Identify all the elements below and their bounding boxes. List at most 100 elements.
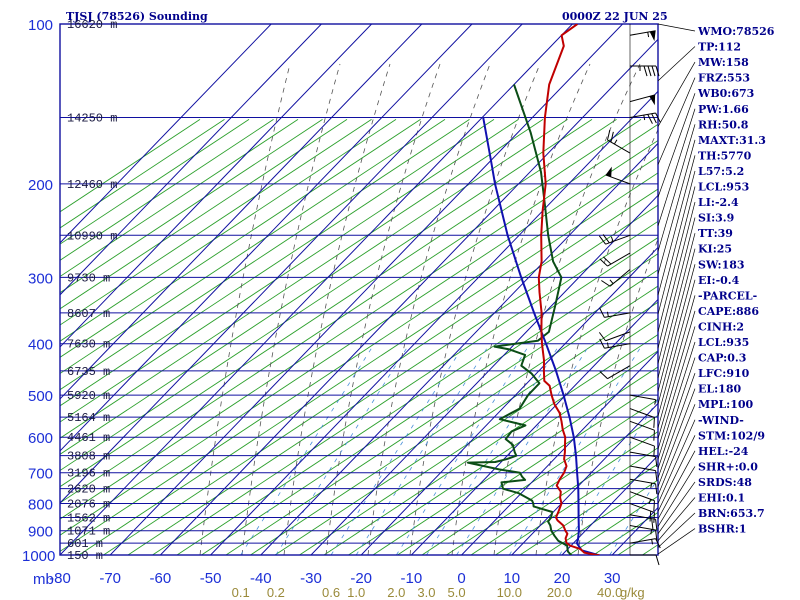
wind-barb-flag [601,280,611,287]
wind-barb-flag [655,65,660,77]
moist-adiabat-line [325,63,441,555]
wind-barbs [598,24,661,566]
sounding-index: CAP:0.3 [698,352,746,365]
sounding-index: HEL:-24 [698,445,749,458]
height-label: 5164 m [67,411,110,425]
dewpoint-line [466,84,573,555]
wind-barb [629,420,655,431]
wind-barb [605,234,631,245]
mixing-ratio-line [330,343,466,555]
wind-barb-half [613,139,618,145]
index-leader-line [657,93,696,198]
dry-adiabat-line [446,414,658,555]
wind-barb-flag [651,113,657,124]
dry-adiabat-line [60,119,397,342]
axis-labels: TJSJ (78526) Sounding 0000Z 22 JUN 25 mb… [22,10,668,600]
wind-barb-flag [655,554,660,566]
dry-adiabat-line [372,366,658,555]
height-label: 1071 m [67,525,110,539]
sounding-index: RH:50.8 [698,118,749,131]
sounding-index: TH:5770 [698,149,752,162]
index-leader-line [657,341,696,460]
wind-barb-flag [655,112,661,123]
wind-barb-flag [651,518,654,530]
dry-adiabat-line [765,119,800,555]
mixing-ratio-label: 0.2 [267,585,285,600]
mixing-ratio-line [559,398,658,555]
mixing-ratio-label: g/kg [620,585,645,600]
dry-adiabat-line [127,204,658,555]
dry-adiabat-line [60,119,225,229]
height-label: 8607 m [67,307,110,321]
plot-border [59,23,659,556]
mixing-ratio-label: 20.0 [547,585,572,600]
temperature-tick-label: 30 [604,570,621,587]
wind-barb-flag [653,500,655,512]
mixing-ratio-label: 0.6 [322,585,340,600]
parcel-line [482,117,600,555]
wind-barb-flag [651,65,656,77]
sounding-indices-panel: WMO:78526 TP:112 MW:158 FRZ:553 WB0:673 PW:1.… [657,23,775,555]
index-leader-line [657,155,696,296]
pressure-tick-label: 800 [28,497,53,514]
index-leader-line [657,450,696,520]
sounding-index: LFC:910 [698,367,750,380]
mixing-ratio-line [426,343,561,555]
dry-adiabat-line [201,253,658,555]
index-leader-line [657,201,696,349]
wind-barb [607,252,631,267]
sounding-index: TT:39 [698,227,733,240]
wind-barb-flag [655,456,658,468]
sounding-index: -PARCEL- [698,289,757,302]
isotherm-line [60,24,322,296]
index-leader-line [657,372,696,479]
sounding-index: LCL:935 [698,336,749,349]
sounding-index: SW:183 [698,258,745,271]
temperature-tick-label: -60 [150,570,172,587]
sounding-index: LI:-2.4 [698,196,739,209]
wind-barb-flag [653,430,655,441]
isotherm-line [60,24,423,400]
wind-barb [629,503,655,513]
wind-barb-flag [655,529,658,541]
dry-adiabat-line [78,172,658,555]
index-leader-line [657,497,696,541]
wind-barb [629,112,656,118]
dry-adiabat-line [60,123,658,520]
dry-adiabat-line [790,119,800,555]
wind-barb-flag [655,519,658,530]
wind-barb-flag [653,417,655,428]
wind-barb-half [650,482,653,489]
wind-barb-flag [649,511,652,522]
wind-barb [605,331,631,342]
height-label: 10990 m [67,229,117,243]
wind-barb-flag [653,512,655,523]
dry-adiabat-line [60,119,495,407]
mixing-ratio-line [396,343,531,555]
sounding-index: WB0:673 [697,87,754,100]
index-leader-line [657,264,696,405]
sounding-index: SRDS:48 [698,476,752,489]
mixing-ratio-line [355,343,491,555]
wind-barb-half [647,32,650,38]
index-leader-line [657,77,696,165]
isotherm-line [360,246,658,555]
sounding-index: BRN:653.7 [698,507,765,520]
wind-barb-pennant [605,166,612,178]
mixing-ratio-line [275,343,410,555]
pressure-tick-label: 900 [28,524,53,541]
dry-adiabat-line [568,495,658,555]
pressure-tick-label: 700 [28,466,53,483]
temperature-tick-label: -80 [49,570,71,587]
height-label: 16620 m [67,18,117,32]
mixing-ratio-line [456,343,591,555]
isotherm-line [60,24,473,452]
sounding-index: STM:102/9 [698,429,765,442]
dry-adiabat-line [323,334,658,555]
temperature-tick-label: -50 [200,570,222,587]
sounding-index: CINH:2 [698,320,744,333]
dry-adiabat-line [60,119,250,245]
index-leader-line [657,326,696,450]
dry-adiabat-line [60,119,323,294]
index-leader-line [657,139,696,275]
